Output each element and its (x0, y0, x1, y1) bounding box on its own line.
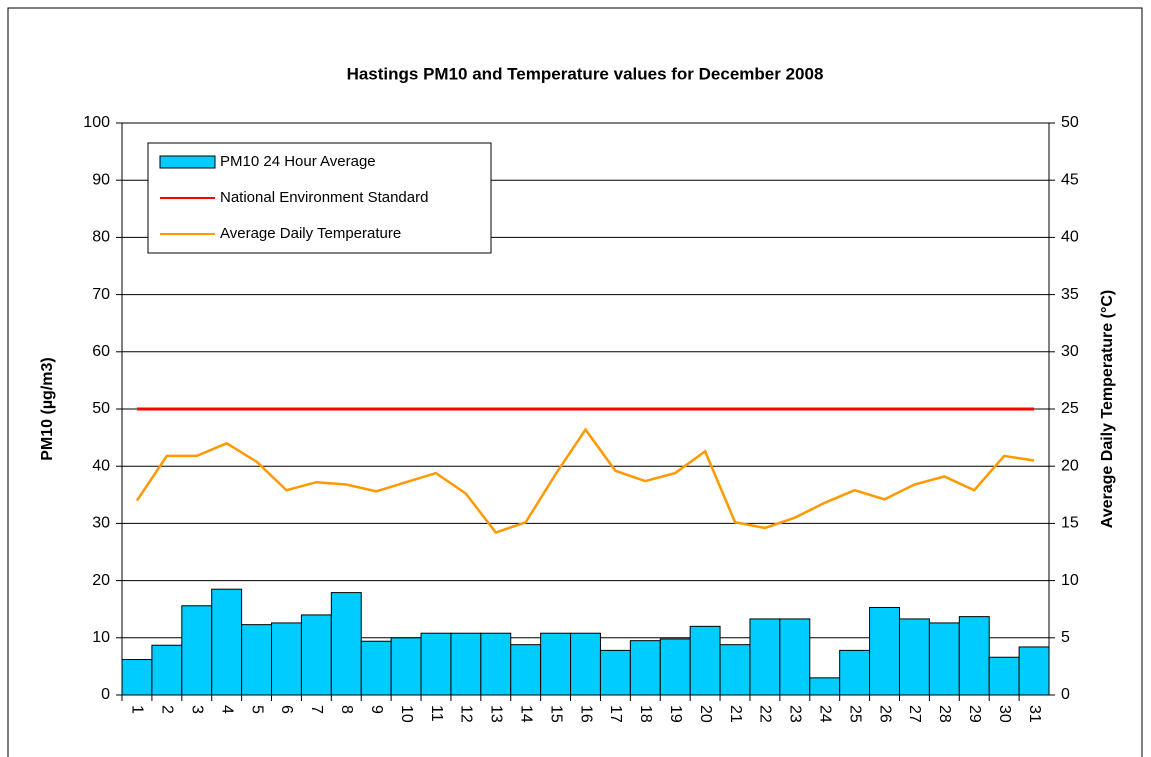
x-tick-label: 15 (547, 705, 564, 723)
x-tick-label: 31 (1026, 705, 1043, 723)
x-tick-label: 21 (727, 705, 744, 723)
x-tick-label: 1 (129, 705, 146, 714)
bar (330, 592, 362, 696)
x-tick-label: 5 (248, 705, 265, 714)
bar (869, 606, 900, 696)
line (135, 427, 1035, 535)
x-tick-label: 3 (189, 705, 206, 714)
bar (211, 588, 243, 696)
x-tick-label: 7 (308, 705, 325, 714)
y2-tick-label: 50 (1061, 114, 1079, 131)
bar (181, 605, 213, 696)
x-tick-label: 18 (637, 705, 654, 723)
bar (1018, 646, 1050, 696)
bar (151, 644, 183, 696)
bar (719, 644, 751, 696)
y2-tick-label: 15 (1061, 515, 1079, 532)
x-tick-label: 30 (996, 705, 1013, 723)
y-tick-label: 90 (92, 171, 110, 188)
bar (928, 622, 960, 696)
y2-tick-label: 40 (1061, 229, 1079, 246)
x-tick-label: 13 (488, 705, 505, 723)
y2-tick-label: 25 (1061, 400, 1079, 417)
bar (121, 659, 153, 696)
x-tick-label: 12 (458, 705, 475, 723)
x-tick-label: 14 (517, 705, 534, 723)
bar (360, 640, 392, 696)
bar (629, 640, 661, 696)
bar (540, 632, 572, 696)
y-tick-label: 70 (92, 286, 110, 303)
y-axis-label: PM10 (µg/m3) (39, 357, 56, 460)
bar (958, 616, 990, 696)
y2-axis-label: Average Daily Temperature (°C) (1099, 290, 1116, 528)
y2-tick-label: 0 (1061, 686, 1070, 703)
bar (390, 637, 422, 696)
x-tick-label: 28 (936, 705, 953, 723)
bar (809, 677, 841, 696)
y-tick-label: 40 (92, 457, 110, 474)
y-tick-label: 80 (92, 229, 110, 246)
y-tick-label: 100 (83, 114, 110, 131)
bar (241, 624, 273, 696)
bar (689, 625, 721, 696)
y2-tick-label: 30 (1061, 343, 1079, 360)
y-tick-label: 50 (92, 400, 110, 417)
y2-tick-label: 35 (1061, 286, 1079, 303)
bar (659, 638, 691, 696)
bar (300, 614, 332, 696)
x-tick-label: 11 (428, 705, 445, 722)
x-tick-label: 19 (667, 705, 684, 723)
bar (570, 632, 601, 696)
y-tick-label: 10 (92, 629, 110, 646)
legend-label: Average Daily Temperature (220, 225, 401, 242)
x-tick-label: 17 (607, 705, 624, 723)
bar (450, 632, 482, 696)
x-tick-label: 4 (218, 705, 235, 714)
x-tick-label: 20 (697, 705, 714, 723)
bar (779, 618, 811, 696)
x-tick-label: 29 (966, 705, 983, 723)
y-tick-label: 0 (101, 686, 110, 703)
bar (510, 644, 542, 696)
legend-label: National Environment Standard (220, 189, 428, 206)
legend-label: PM10 24 Hour Average (220, 153, 376, 170)
bar (839, 649, 871, 696)
bar (420, 632, 452, 696)
x-tick-label: 2 (159, 705, 176, 714)
x-tick-label: 9 (368, 705, 385, 714)
legend-swatch (159, 155, 216, 169)
y2-tick-label: 45 (1061, 171, 1079, 188)
y-tick-label: 60 (92, 343, 110, 360)
y-tick-label: 20 (92, 572, 110, 589)
bar (599, 649, 631, 696)
x-tick-label: 23 (787, 705, 804, 723)
x-tick-label: 25 (846, 705, 863, 723)
x-tick-label: 16 (577, 705, 594, 723)
x-tick-label: 22 (757, 705, 774, 723)
chart-title: Hastings PM10 and Temperature values for… (347, 64, 824, 83)
y2-tick-label: 10 (1061, 572, 1079, 589)
x-tick-label: 6 (278, 705, 295, 714)
bar (271, 622, 302, 696)
bar (749, 618, 781, 696)
bar (898, 618, 930, 696)
x-tick-label: 8 (338, 705, 355, 714)
y-tick-label: 30 (92, 515, 110, 532)
x-tick-label: 10 (398, 705, 415, 723)
bar (480, 632, 512, 696)
x-tick-label: 26 (876, 705, 893, 723)
y2-tick-label: 5 (1061, 629, 1070, 646)
x-tick-label: 27 (906, 705, 923, 723)
y2-tick-label: 20 (1061, 457, 1079, 474)
bar (988, 656, 1020, 696)
x-tick-label: 24 (816, 705, 833, 723)
